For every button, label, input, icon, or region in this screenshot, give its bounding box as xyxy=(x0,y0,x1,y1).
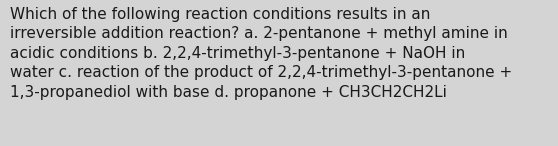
Text: Which of the following reaction conditions results in an
irreversible addition r: Which of the following reaction conditio… xyxy=(10,7,512,100)
